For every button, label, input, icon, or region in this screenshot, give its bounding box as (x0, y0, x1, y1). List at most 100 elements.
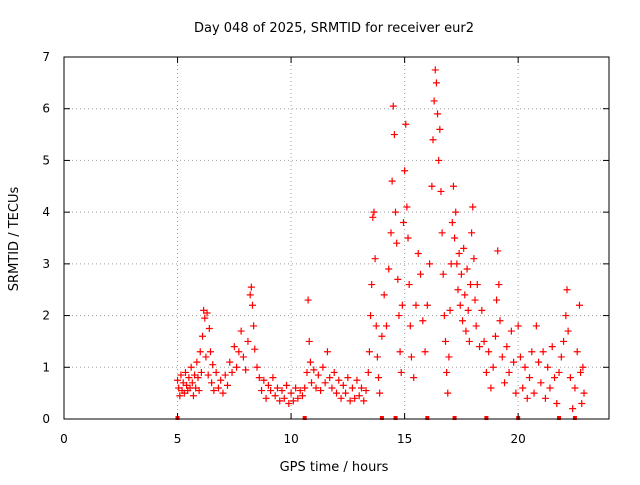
data-point (580, 389, 588, 397)
y-tick-label: 7 (42, 50, 50, 64)
data-point (390, 131, 398, 139)
data-point (194, 374, 202, 382)
data-point (360, 397, 368, 405)
data-point (519, 384, 527, 392)
data-point (414, 250, 422, 258)
data-point (578, 399, 586, 407)
data-point (407, 353, 415, 361)
data-point (317, 387, 325, 395)
x-tick-label: 0 (60, 432, 68, 446)
data-point (303, 368, 311, 376)
data-point (292, 384, 300, 392)
data-point (287, 389, 295, 397)
data-point (233, 363, 241, 371)
x-axis-title: GPS time / hours (280, 460, 389, 475)
data-point (521, 363, 529, 371)
data-point (253, 363, 261, 371)
data-point (464, 306, 472, 314)
data-point (395, 312, 403, 320)
data-point (512, 389, 520, 397)
data-point (367, 312, 375, 320)
data-point (370, 208, 378, 216)
data-point (430, 97, 438, 105)
data-point (212, 368, 220, 376)
data-point (280, 394, 288, 402)
data-point (321, 379, 329, 387)
data-point (575, 301, 583, 309)
data-point (436, 125, 444, 133)
data-point (333, 389, 340, 397)
data-point (456, 301, 464, 309)
data-point (412, 301, 420, 309)
data-point (224, 381, 231, 389)
x-tick-label: 20 (511, 432, 526, 446)
data-point (507, 327, 515, 335)
data-point (188, 379, 196, 387)
data-point (465, 337, 473, 345)
baseline-marker (484, 416, 489, 420)
data-point (239, 353, 247, 361)
data-point (264, 381, 272, 389)
data-point (523, 394, 531, 402)
data-point (298, 392, 306, 400)
y-tick-label: 3 (42, 257, 50, 271)
data-point (528, 348, 536, 356)
data-point (459, 317, 467, 325)
y-tick-label: 5 (42, 153, 50, 167)
ticks (63, 56, 609, 420)
data-point (269, 374, 277, 382)
data-point (514, 322, 522, 330)
data-point (203, 309, 211, 317)
data-point (555, 368, 563, 376)
data-point (260, 376, 268, 384)
data-point (346, 397, 354, 405)
data-point (405, 281, 413, 289)
data-point (516, 353, 524, 361)
data-point (442, 337, 449, 345)
baseline-marker (393, 416, 398, 420)
data-point (564, 327, 572, 335)
data-point (510, 358, 518, 366)
data-points (174, 66, 588, 413)
data-point (306, 358, 314, 366)
data-point (579, 363, 587, 371)
y-tick-label: 1 (42, 360, 50, 374)
data-point (314, 371, 322, 379)
data-point (177, 371, 185, 379)
data-point (187, 363, 195, 371)
baseline-marker (302, 416, 307, 420)
data-point (494, 247, 502, 255)
data-point (438, 229, 446, 237)
baseline-marker (425, 416, 430, 420)
data-point (478, 306, 486, 314)
data-point (202, 353, 210, 361)
data-point (310, 366, 318, 374)
data-point (209, 361, 217, 369)
data-point (466, 281, 474, 289)
data-point (337, 394, 345, 402)
data-point (462, 327, 470, 335)
data-point (382, 322, 390, 330)
x-tick-labels: 0 5 10 15 20 (60, 432, 526, 446)
data-point (250, 322, 258, 330)
data-point (487, 384, 495, 392)
data-point (375, 374, 383, 382)
data-point (455, 250, 463, 258)
data-point (451, 234, 459, 242)
data-point (548, 343, 556, 351)
data-point (491, 332, 499, 340)
data-point (373, 353, 381, 361)
data-point (482, 368, 490, 376)
data-point (476, 343, 484, 351)
data-point (362, 387, 370, 395)
data-point (437, 187, 445, 195)
data-point (355, 392, 363, 400)
x-tick-label: 10 (283, 432, 298, 446)
data-point (271, 392, 279, 400)
data-point (577, 368, 585, 376)
y-axis-title: SRMTID / TECUs (7, 187, 22, 292)
data-point (219, 389, 227, 397)
data-point (417, 270, 425, 278)
data-point (296, 387, 304, 395)
data-point (460, 244, 468, 252)
